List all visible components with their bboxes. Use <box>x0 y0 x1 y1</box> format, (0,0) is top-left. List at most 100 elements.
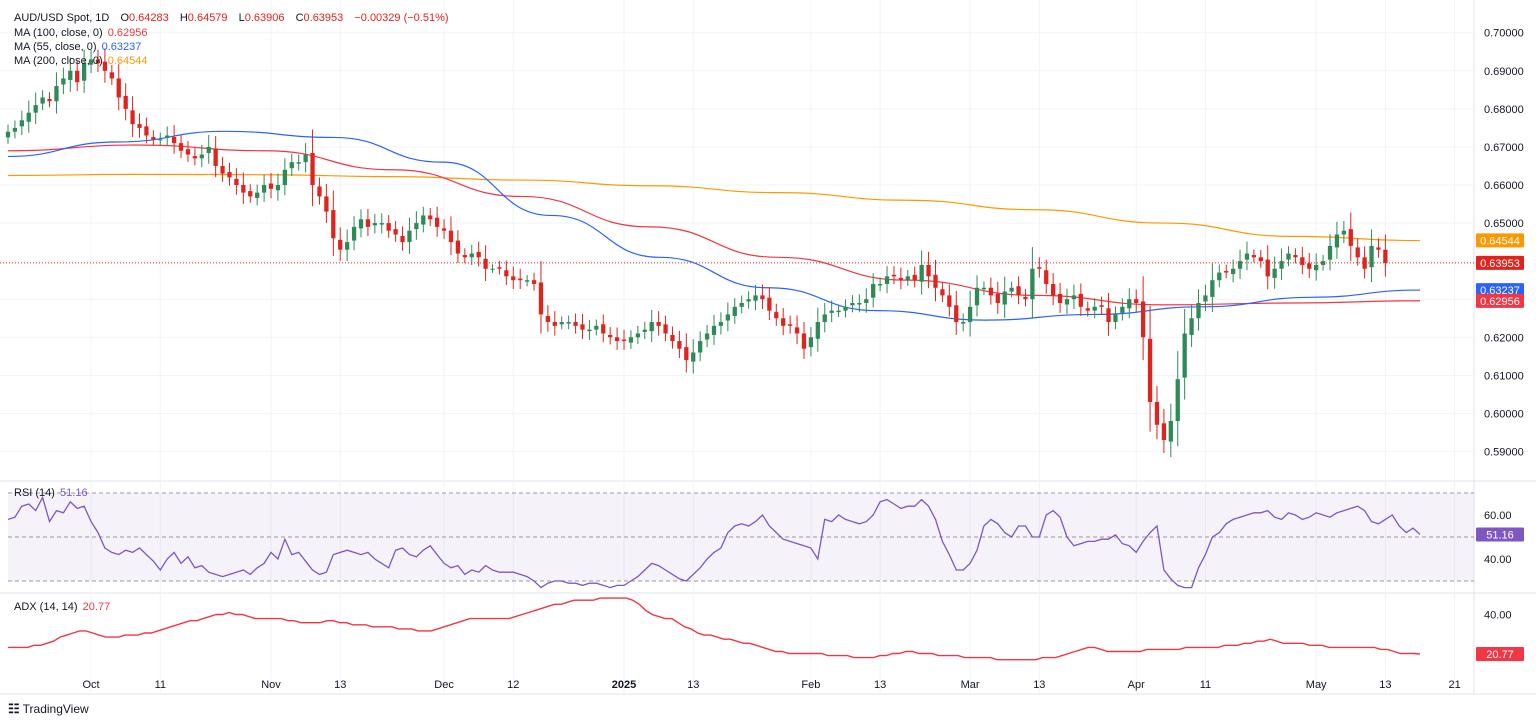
candle-up <box>1182 333 1187 378</box>
candle-down <box>317 186 322 197</box>
tradingview-brand[interactable]: ☷ TradingView <box>8 701 89 717</box>
candle-up <box>857 303 862 305</box>
legend-adx[interactable]: ADX (14, 14) 20.77 <box>14 601 112 613</box>
candle-down <box>940 289 945 296</box>
candle-down <box>670 334 675 342</box>
candle-up <box>261 185 267 193</box>
candle-down <box>192 156 198 159</box>
candle-down <box>933 274 938 288</box>
candle-down <box>227 172 232 178</box>
candle-up <box>1092 306 1097 311</box>
candle-down <box>1348 229 1353 246</box>
price-tick-label: 0.66000 <box>1484 180 1524 192</box>
candle-down <box>1140 301 1146 338</box>
adx-value-tag-bg <box>1476 646 1524 661</box>
candle-down <box>1057 293 1063 303</box>
candle-up <box>1210 280 1215 297</box>
brand-name: TradingView <box>22 702 89 716</box>
candle-up <box>1230 268 1236 275</box>
candle-up <box>905 276 910 281</box>
candle-up <box>372 223 377 226</box>
candle-down <box>801 333 807 349</box>
candle-down <box>663 324 668 334</box>
candle-down <box>614 337 620 342</box>
candle-up <box>822 314 827 323</box>
candle-down <box>1106 308 1111 323</box>
legend-ma200[interactable]: MA (200, close, 0) 0.64544 <box>14 55 149 67</box>
adx-value-tag: 20.77 <box>1476 646 1524 661</box>
candle-up <box>414 223 419 230</box>
rsi-value-tag-text: 51.16 <box>1486 529 1514 541</box>
adx-value: 20.77 <box>82 601 111 613</box>
candle-up <box>829 310 834 313</box>
legend-l-label: L <box>238 12 245 24</box>
candle-down <box>434 217 440 227</box>
candle-down <box>760 295 765 300</box>
candle-up <box>1327 245 1333 260</box>
candle-up <box>711 325 717 335</box>
price-tick-label: 0.67000 <box>1484 142 1524 154</box>
legend-symbol[interactable]: AUD/USD Spot, 1D <box>14 12 110 24</box>
candle-down <box>137 124 142 128</box>
candle-down <box>234 178 239 185</box>
candle-down <box>518 278 523 281</box>
candle-up <box>815 322 820 339</box>
time-tick-label: 11 <box>155 679 166 691</box>
legend-rsi[interactable]: RSI (14) 51.16 <box>14 487 90 499</box>
candle-up <box>1120 306 1125 313</box>
ma100-price-tag: 0.62956 <box>1476 293 1524 308</box>
candle-down <box>483 258 488 269</box>
candle-up <box>282 169 288 185</box>
candle-down <box>109 72 114 79</box>
candle-up <box>81 63 87 81</box>
rsi-line <box>7 495 1421 589</box>
legend-ma55[interactable]: MA (55, close, 0) 0.63237 <box>14 41 143 53</box>
candle-down <box>130 110 135 125</box>
ma200-price-tag-bg <box>1476 233 1524 248</box>
time-tick-label: Dec <box>434 679 454 691</box>
time-tick-label: Apr <box>1128 679 1145 691</box>
close-price-tag: 0.63953 <box>1476 255 1524 270</box>
candle-up <box>961 322 966 324</box>
candle-down <box>545 315 551 323</box>
grid <box>0 0 1536 695</box>
candle-up <box>843 306 848 311</box>
candle-up <box>296 162 301 164</box>
candle-down <box>47 98 52 102</box>
candle-down <box>365 219 371 227</box>
candle-down <box>912 274 917 281</box>
candle-up <box>1369 245 1374 268</box>
candle-down <box>1134 299 1139 303</box>
candle-down <box>497 267 502 269</box>
candle-up <box>1196 303 1201 319</box>
candle-up <box>12 127 18 132</box>
candle-up <box>1168 421 1173 442</box>
time-axis[interactable]: Oct 11 Nov 13 Dec 12 2025 13 Feb 13 Mar 13 Apr 11 May 1… <box>82 679 1460 691</box>
time-tick-label: May <box>1306 679 1327 691</box>
candle-up <box>864 299 869 303</box>
time-tick-label: Mar <box>961 679 980 691</box>
legend-ohlc: AUD/USD Spot, 1D O0.64283 H0.64579 L0.63… <box>14 12 451 24</box>
candle-up <box>490 268 495 270</box>
price-tick-label: 0.70000 <box>1484 28 1524 40</box>
time-tick-label: 12 <box>507 679 519 691</box>
candle-down <box>538 282 544 315</box>
legend-ma100[interactable]: MA (100, close, 0) 0.62956 <box>14 27 149 39</box>
candle-up <box>1009 287 1014 292</box>
candle-down <box>75 70 80 83</box>
candle-up <box>199 154 204 159</box>
candle-down <box>1085 308 1090 311</box>
adx-label: ADX (14, 14) <box>14 601 78 613</box>
candle-down <box>677 341 682 349</box>
candle-down <box>102 61 108 71</box>
candle-down <box>1016 286 1021 296</box>
close-price-tag-bg <box>1476 255 1524 270</box>
candle-down <box>1355 247 1360 258</box>
candle-up <box>1217 272 1222 281</box>
candle-up <box>649 322 654 332</box>
candle-up <box>33 105 38 113</box>
candle-up <box>594 325 599 330</box>
candle-down <box>1265 259 1270 277</box>
candle-down <box>324 196 329 212</box>
